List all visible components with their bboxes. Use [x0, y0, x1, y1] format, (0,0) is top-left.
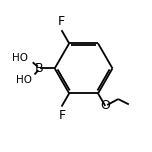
Text: HO: HO: [16, 75, 32, 85]
Text: F: F: [58, 15, 65, 28]
Text: O: O: [100, 99, 110, 112]
Text: F: F: [59, 109, 66, 122]
Text: B: B: [35, 62, 44, 75]
Text: HO: HO: [12, 53, 28, 63]
